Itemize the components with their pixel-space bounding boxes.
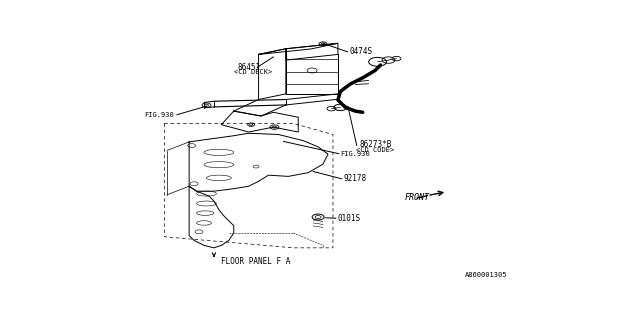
Text: 86273*B: 86273*B xyxy=(359,140,392,149)
Text: <CD CODE>: <CD CODE> xyxy=(356,147,394,153)
Text: A860001305: A860001305 xyxy=(465,272,507,278)
Text: FIG.930: FIG.930 xyxy=(340,151,370,157)
Text: 0101S: 0101S xyxy=(338,214,361,223)
Text: FRONT: FRONT xyxy=(405,193,430,202)
Text: 92178: 92178 xyxy=(344,174,367,183)
Text: 86451: 86451 xyxy=(237,63,261,72)
Text: 0474S: 0474S xyxy=(349,47,372,56)
Text: FIG.930: FIG.930 xyxy=(145,112,174,118)
Text: FLOOR PANEL F A: FLOOR PANEL F A xyxy=(221,257,291,266)
Text: <CD DECK>: <CD DECK> xyxy=(234,69,272,76)
